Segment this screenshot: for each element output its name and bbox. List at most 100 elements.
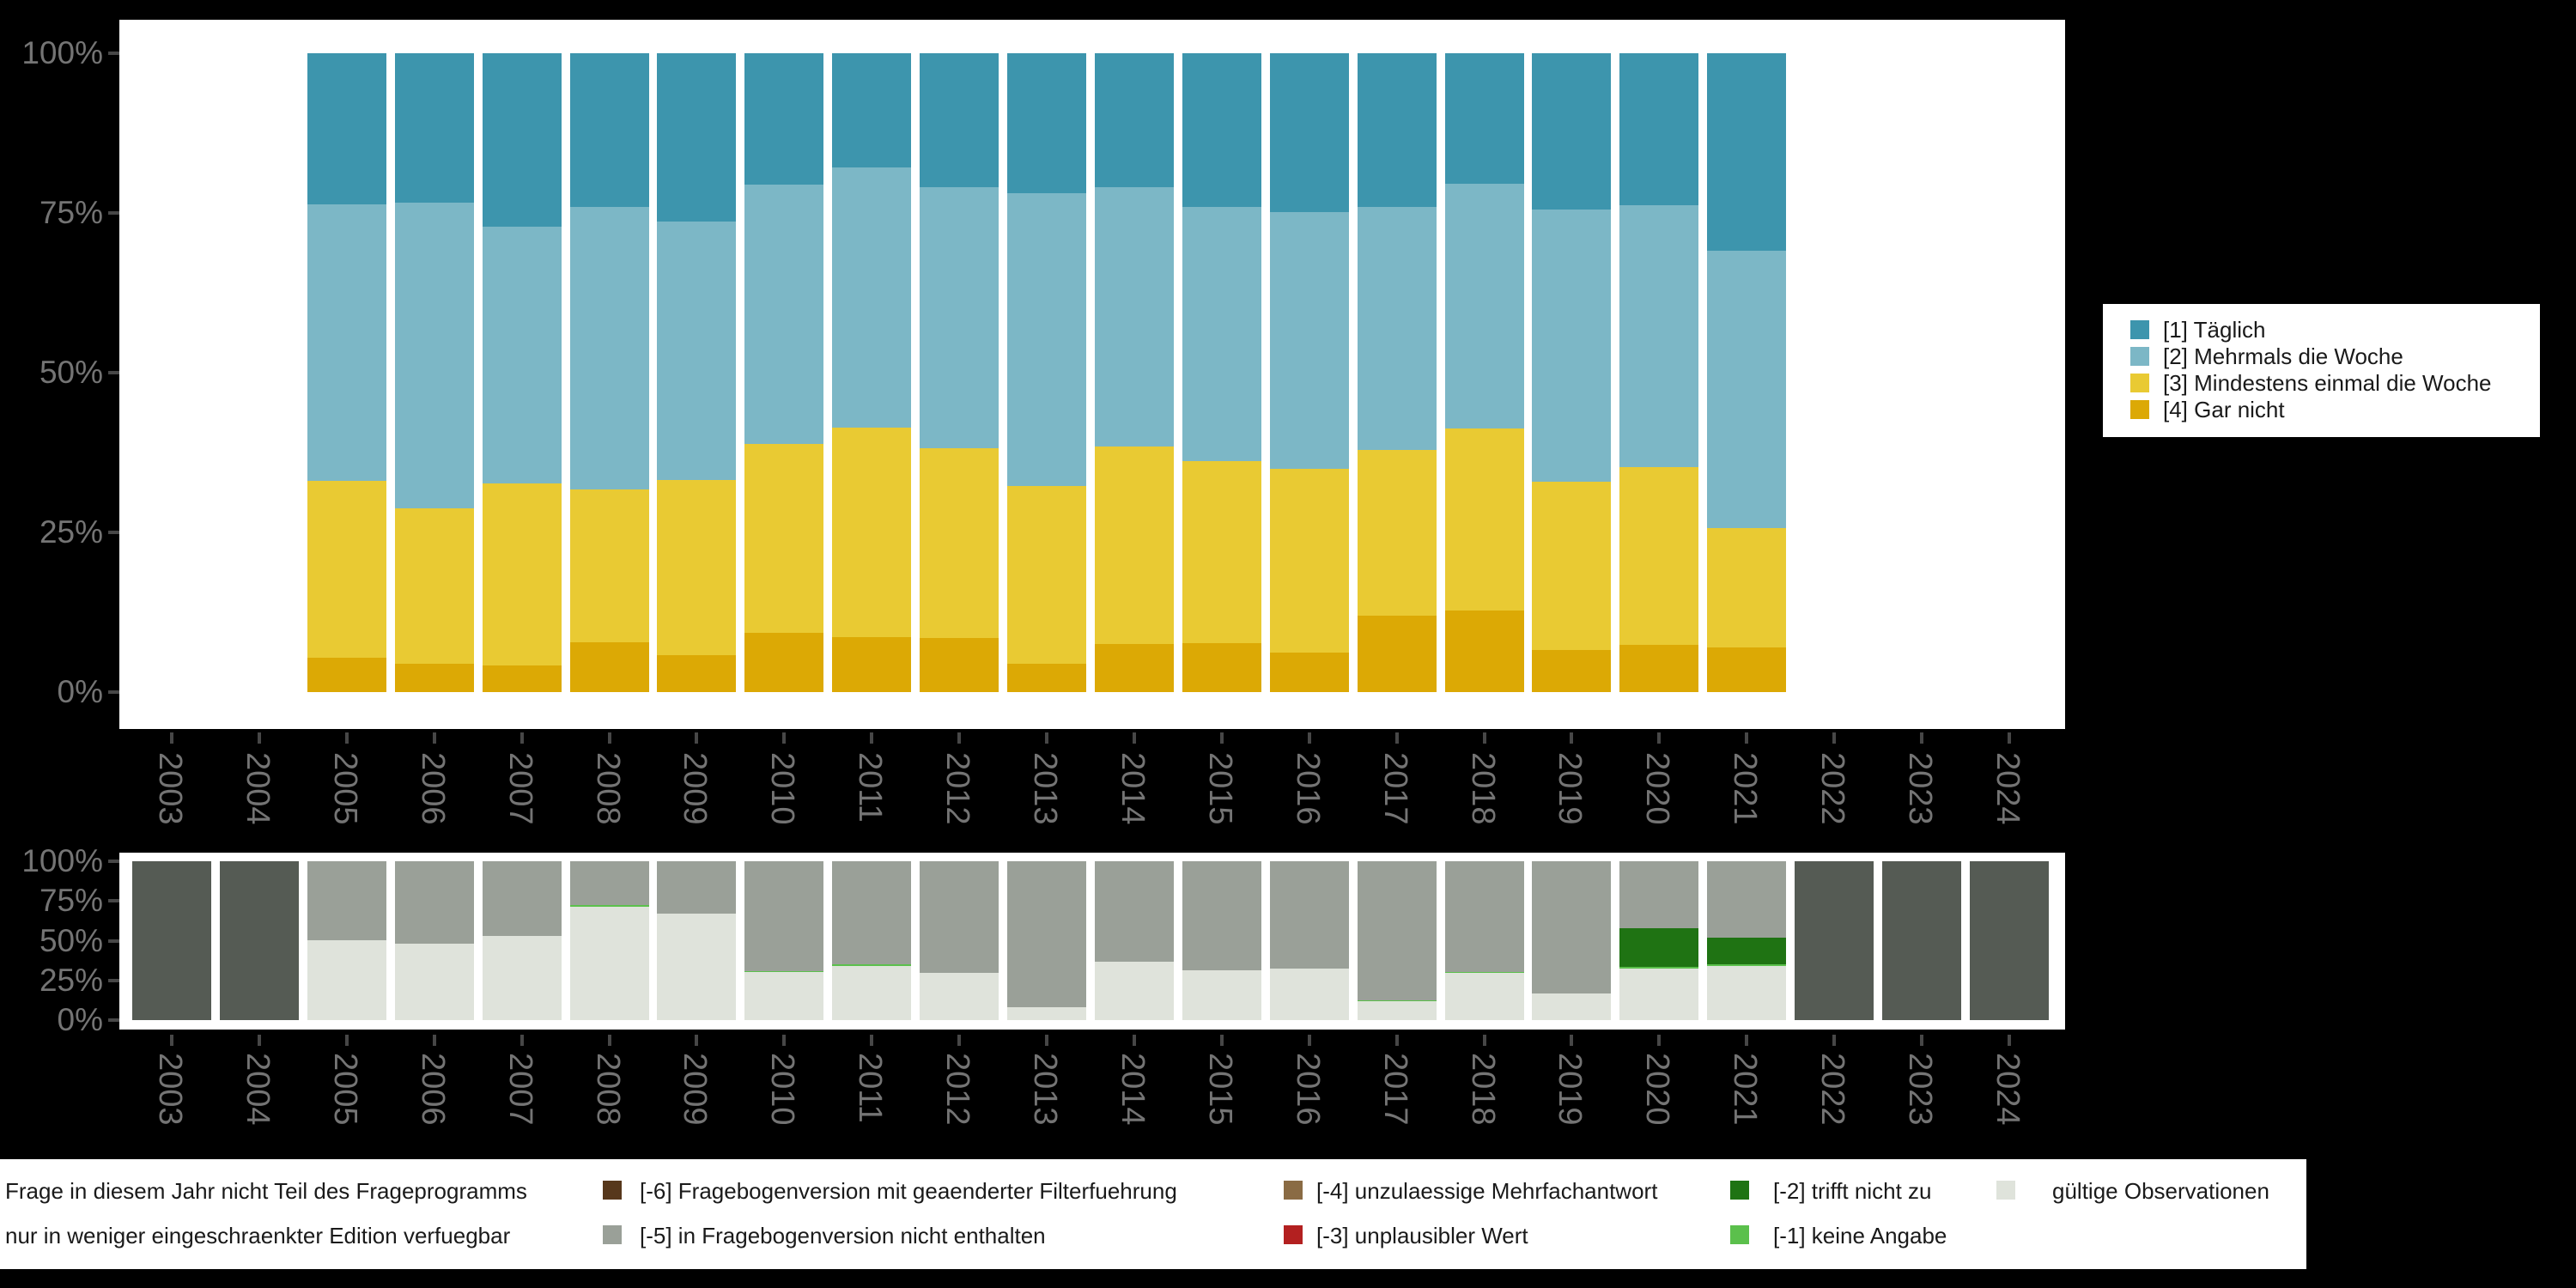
x-tick-2011 [870, 732, 874, 744]
segment-2018-s2 [1444, 428, 1524, 611]
segment-2016-s1 [1269, 861, 1349, 969]
x-label-2010: 2010 [764, 752, 801, 825]
x-label-2015: 2015 [1201, 752, 1238, 825]
segment-2008-s1 [569, 861, 649, 906]
segment-2013-s2 [1007, 485, 1086, 664]
missing-legend-swatch-r1c2 [603, 1181, 622, 1200]
bar-2004 [219, 861, 299, 1020]
x-tick-2020 [1657, 732, 1662, 744]
segment-2021-s2 [1707, 938, 1787, 965]
x-tick-2007 [519, 1035, 524, 1046]
x-label-2011: 2011 [852, 752, 889, 823]
legend-swatch-2 [2130, 347, 2149, 366]
segment-2005-s4 [307, 939, 386, 1020]
x-tick-2004 [257, 732, 261, 744]
missing-legend-label-r2c1: nur in weniger eingeschraenkter Edition … [5, 1223, 511, 1249]
segment-2021-s2 [1707, 527, 1787, 647]
segment-2014-s0 [1094, 53, 1174, 188]
segment-2015-s0 [1182, 53, 1261, 208]
bar-2013 [1007, 861, 1086, 1020]
segment-2009-s2 [657, 479, 737, 655]
x-label-2007: 2007 [501, 752, 538, 825]
x-label-2010: 2010 [764, 1053, 801, 1126]
segment-2006-s1 [394, 861, 474, 945]
segment-2012-s2 [920, 447, 999, 638]
y-label-75%: 75% [39, 883, 103, 919]
legend-label-3: [3] Mindestens einmal die Woche [2163, 370, 2492, 396]
y-tick-25% [108, 531, 119, 534]
x-tick-2005 [344, 732, 349, 744]
y-label-50%: 50% [39, 355, 103, 390]
segment-2010-s1 [744, 861, 824, 971]
x-label-2009: 2009 [677, 752, 714, 825]
y-label-25%: 25% [39, 514, 103, 550]
x-label-2022: 2022 [1814, 1053, 1851, 1126]
bar-2010 [744, 53, 824, 692]
segment-2008-s1 [569, 206, 649, 490]
bar-2022 [1795, 861, 1874, 1020]
bar-2015 [1182, 861, 1261, 1020]
segment-2017-s1 [1357, 861, 1437, 1000]
segment-2009-s1 [657, 222, 737, 480]
x-label-2013: 2013 [1027, 1053, 1063, 1126]
bar-2023 [1882, 861, 1961, 1020]
x-label-2017: 2017 [1376, 752, 1413, 825]
segment-2015-s2 [1182, 461, 1261, 643]
x-tick-2014 [1132, 1035, 1136, 1046]
missing-legend-label-r1c5: gültige Observationen [2052, 1178, 2269, 1204]
segment-2006-s3 [394, 663, 474, 692]
x-tick-2005 [344, 1035, 349, 1046]
segment-2016-s4 [1269, 968, 1349, 1020]
x-label-2013: 2013 [1027, 752, 1063, 825]
bar-2018 [1444, 861, 1524, 1020]
y-tick-75% [108, 899, 119, 903]
x-label-2006: 2006 [414, 1053, 451, 1126]
bar-2012 [920, 53, 999, 692]
segment-2020-s0 [1619, 53, 1699, 206]
x-tick-2019 [1570, 732, 1574, 744]
x-label-2019: 2019 [1552, 752, 1589, 825]
segment-2021-s3 [1707, 647, 1787, 692]
segment-2021-s1 [1707, 861, 1787, 939]
frequency-legend: [1] Täglich [2] Mehrmals die Woche [3] Min… [2103, 304, 2540, 437]
segment-2018-s4 [1444, 973, 1524, 1020]
segment-2005-s1 [307, 204, 386, 481]
segment-2020-s2 [1619, 467, 1699, 645]
missing-legend-swatch-r1c5 [1996, 1181, 2015, 1200]
bar-2019 [1532, 53, 1612, 692]
segment-2013-s4 [1007, 1006, 1086, 1020]
x-tick-2014 [1132, 732, 1136, 744]
missing-codes-legend: Frage in diesem Jahr nicht Teil des Frag… [0, 1159, 2306, 1269]
x-tick-2016 [1307, 732, 1311, 744]
x-label-2004: 2004 [239, 752, 276, 825]
x-label-2003: 2003 [152, 752, 188, 825]
segment-2006-s2 [394, 507, 474, 664]
segment-2018-s1 [1444, 861, 1524, 973]
y-label-0%: 0% [57, 1002, 103, 1037]
y-label-25%: 25% [39, 962, 103, 998]
segment-2009-s3 [657, 654, 737, 692]
x-tick-2011 [870, 1035, 874, 1046]
segment-2012-s1 [920, 187, 999, 448]
x-tick-2003 [170, 1035, 173, 1046]
x-label-2021: 2021 [1727, 1053, 1764, 1126]
missing-legend-label-r1c3: [-4] unzulaessige Mehrfachantwort [1316, 1178, 1658, 1204]
legend-label-4: [4] Gar nicht [2163, 397, 2285, 422]
legend-swatch-4 [2130, 400, 2149, 419]
x-label-2012: 2012 [939, 752, 976, 825]
x-tick-2016 [1307, 1035, 1311, 1046]
segment-2011-s1 [832, 861, 912, 965]
missing-legend-swatch-r1c4 [1730, 1181, 1749, 1200]
segment-2020-s3 [1619, 966, 1699, 969]
x-label-2018: 2018 [1464, 1053, 1501, 1126]
segment-2011-s2 [832, 427, 912, 637]
x-tick-2023 [1920, 1035, 1923, 1046]
segment-2021-s3 [1707, 964, 1787, 966]
x-tick-2021 [1745, 1035, 1749, 1046]
x-tick-2017 [1394, 732, 1399, 744]
segment-2007-s2 [482, 483, 562, 666]
y-tick-0% [108, 1018, 119, 1022]
segment-2010-s0 [744, 53, 824, 185]
bar-2008 [569, 861, 649, 1020]
x-tick-2012 [957, 1035, 962, 1046]
